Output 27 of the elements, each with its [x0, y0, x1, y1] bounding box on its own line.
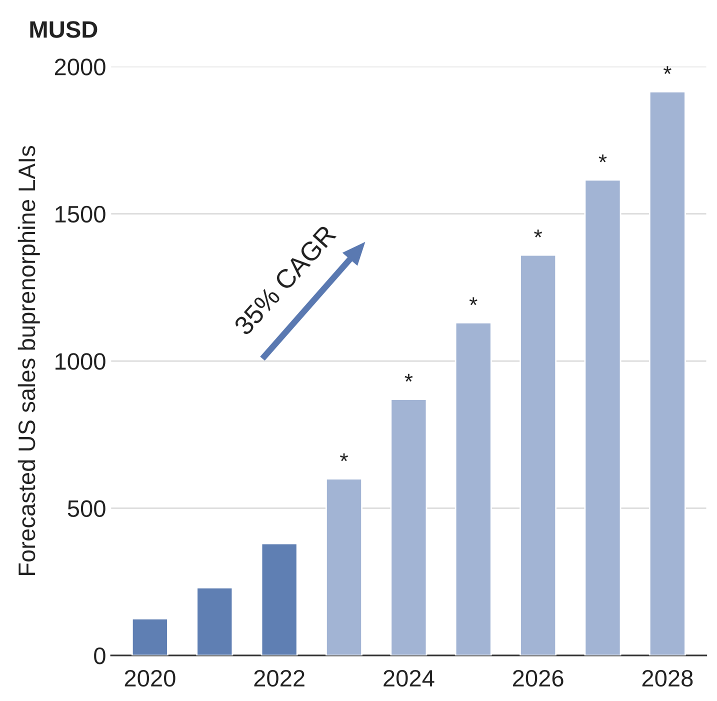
annotation: *: [663, 66, 672, 74]
y-tick-label: 2000: [54, 58, 106, 76]
bar: [196, 587, 234, 656]
bar: [520, 254, 557, 656]
y-tick-label: 1500: [56, 206, 106, 223]
x-tick-label: 2020: [124, 670, 176, 687]
bar: [260, 542, 298, 656]
bar: [648, 90, 686, 656]
x-tick-label: 2026: [512, 670, 564, 687]
y-tick-label: 500: [68, 500, 106, 518]
x-tick-label: 2028: [642, 670, 693, 687]
bar: [390, 398, 428, 656]
y-axis-title: Forecasted US sales buprenorphine LAIs: [18, 146, 40, 575]
annotation: *: [469, 297, 478, 306]
bar: [584, 179, 622, 656]
y-tick-label: 1000: [56, 353, 106, 370]
text: MUSD: [30, 21, 98, 38]
x-tick-label: 2022: [254, 670, 304, 687]
bar: [454, 322, 492, 656]
x-tick-label: 2024: [384, 670, 434, 687]
annotation: *: [404, 374, 413, 382]
annotation: *: [598, 154, 607, 162]
y-tick-label: 0: [94, 648, 106, 664]
bar: [326, 478, 362, 656]
bar: [131, 618, 168, 656]
annotation: *: [340, 453, 348, 462]
annotation: *: [534, 230, 542, 238]
